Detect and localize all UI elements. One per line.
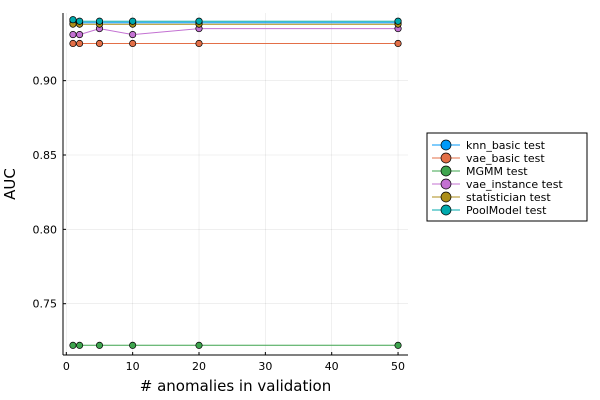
legend-marker	[441, 166, 451, 176]
grid	[63, 13, 408, 355]
x-tick-label: 10	[126, 360, 140, 373]
data-point	[395, 40, 401, 46]
data-point	[76, 40, 82, 46]
y-tick-label: 0.80	[33, 223, 58, 236]
data-point	[70, 40, 76, 46]
axes: 0 10 20 30 40 50 0.75 0.80 0.85 0.90	[33, 13, 409, 373]
data-point	[76, 342, 82, 348]
data-point	[96, 40, 102, 46]
data-point	[129, 31, 135, 37]
legend-item: MGMM test	[432, 165, 528, 178]
legend-marker	[441, 192, 451, 202]
data-point	[196, 40, 202, 46]
series-vae_instance-test	[70, 25, 401, 37]
legend-label: vae_basic test	[466, 152, 545, 165]
series-layer	[70, 16, 401, 348]
series-line	[73, 20, 398, 22]
legend-label: PoolModel test	[466, 204, 547, 217]
data-point	[395, 18, 401, 24]
data-point	[129, 18, 135, 24]
legend-label: statistician test	[466, 191, 551, 204]
legend-marker	[441, 153, 451, 163]
x-tick-label: 0	[63, 360, 70, 373]
legend-label: MGMM test	[466, 165, 528, 178]
y-axis-label: AUC	[1, 168, 19, 200]
data-point	[70, 342, 76, 348]
data-point	[96, 342, 102, 348]
data-point	[76, 18, 82, 24]
legend-marker	[441, 140, 451, 150]
series-line	[73, 29, 398, 35]
data-point	[129, 342, 135, 348]
series-mgmm-test	[70, 342, 401, 348]
x-tick-label: 30	[258, 360, 272, 373]
x-tick-label: 20	[192, 360, 206, 373]
data-point	[196, 18, 202, 24]
y-tick-label: 0.85	[33, 149, 58, 162]
legend-marker	[441, 205, 451, 215]
data-point	[196, 342, 202, 348]
y-tick-label: 0.90	[33, 75, 58, 88]
series-statistician-test	[70, 21, 401, 27]
legend-label: knn_basic test	[466, 139, 546, 152]
data-point	[129, 40, 135, 46]
data-point	[76, 31, 82, 37]
x-tick-label: 40	[325, 360, 339, 373]
data-point	[70, 16, 76, 22]
series-vae_basic-test	[70, 40, 401, 46]
legend: knn_basic testvae_basic testMGMM testvae…	[427, 133, 587, 221]
data-point	[395, 342, 401, 348]
legend-marker	[441, 179, 451, 189]
data-point	[70, 31, 76, 37]
legend-label: vae_instance test	[466, 178, 563, 191]
x-tick-label: 50	[391, 360, 405, 373]
y-tick-label: 0.75	[33, 298, 58, 311]
x-axis-label: # anomalies in validation	[140, 377, 331, 395]
data-point	[96, 18, 102, 24]
